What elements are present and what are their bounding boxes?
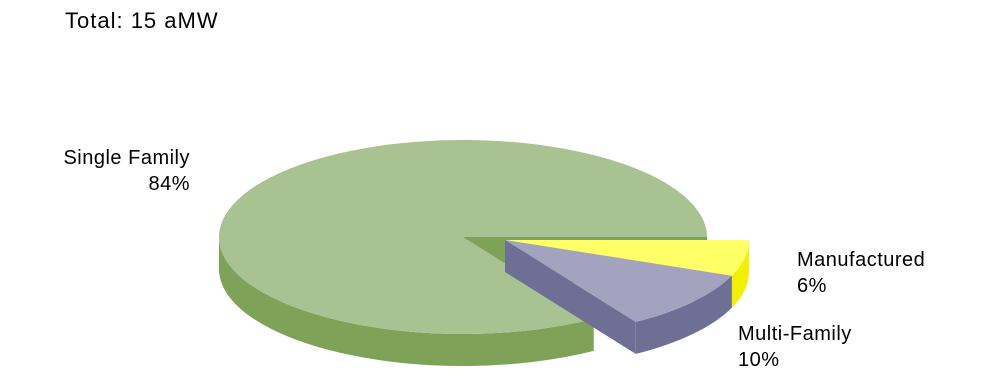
chart-title: Total: 15 aMW [65, 8, 219, 33]
label-multi-family-pct: 10% [738, 349, 780, 371]
slice-multi-family [505, 240, 732, 322]
label-single-family-name: Single Family [63, 147, 190, 169]
label-multi-family-name: Multi-Family [738, 323, 852, 345]
slice-multi-family-cut-front [505, 240, 636, 354]
slice-single-family [219, 139, 707, 334]
label-manufactured: Manufactured 6% [797, 247, 925, 299]
label-manufactured-name: Manufactured [797, 249, 926, 271]
label-single-family-pct: 84% [148, 173, 190, 195]
label-manufactured-pct: 6% [797, 275, 827, 297]
slice-single-family-side [219, 237, 594, 366]
slice-manufactured [505, 240, 749, 276]
label-single-family: Single Family 84% [10, 145, 190, 197]
slice-manufactured-side [731, 240, 749, 308]
label-multi-family: Multi-Family 10% [738, 321, 852, 373]
slice-multi-family-side [635, 275, 732, 354]
